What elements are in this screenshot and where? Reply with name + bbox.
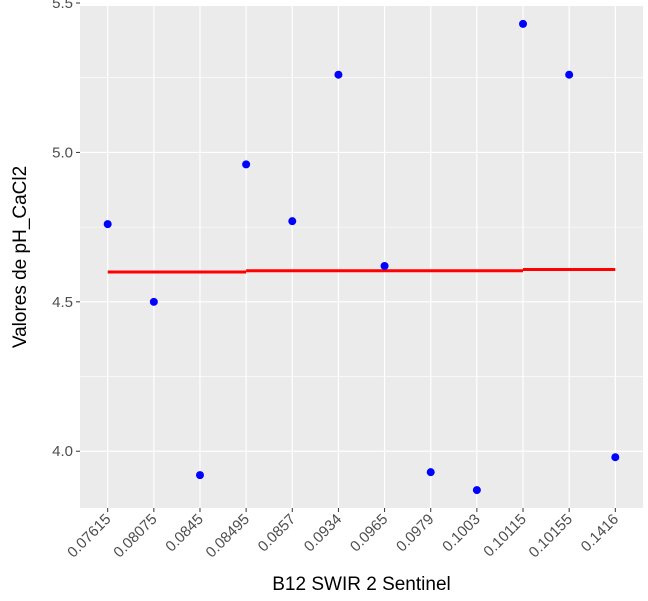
x-tick-label: 0.1416 — [578, 511, 622, 555]
x-tick-label: 0.0845 — [162, 511, 206, 555]
y-axis-title: Valores de pH_CaCl2 — [10, 166, 31, 348]
x-tick-label: 0.08075 — [110, 511, 160, 561]
y-tick-label: 5.0 — [52, 144, 73, 161]
x-tick-label: 0.0934 — [301, 511, 345, 555]
data-point — [103, 220, 112, 229]
x-tick-label: 0.08495 — [203, 511, 253, 561]
data-point — [472, 486, 481, 495]
x-tick-label: 0.0965 — [347, 511, 391, 555]
y-tick-label: 5.5 — [52, 0, 73, 12]
x-tick-label: 0.10115 — [480, 511, 530, 561]
data-point — [288, 217, 297, 226]
y-axis-ticks: 4.0 4.5 5.0 5.5 — [52, 0, 80, 460]
y-tick-label: 4.0 — [52, 443, 73, 460]
plot-panel — [80, 6, 643, 508]
y-tick-label: 4.5 — [52, 294, 73, 311]
data-point — [565, 70, 574, 79]
data-point — [380, 261, 389, 270]
data-point — [611, 453, 620, 462]
data-point — [149, 297, 158, 306]
x-tick-label: 0.07615 — [64, 511, 114, 561]
x-tick-label: 0.0979 — [393, 511, 437, 555]
data-point — [426, 468, 435, 477]
x-tick-label: 0.1003 — [439, 511, 483, 555]
x-tick-label: 0.0857 — [255, 511, 299, 555]
data-point — [334, 70, 343, 79]
major-gridlines — [80, 2, 643, 508]
x-axis-title: B12 SWIR 2 Sentinel — [272, 574, 450, 595]
trend-line — [107, 268, 616, 274]
minor-gridlines — [80, 77, 643, 377]
data-point — [195, 471, 204, 480]
data-points — [103, 19, 620, 495]
x-tick-label: 0.10155 — [526, 511, 576, 561]
data-point — [242, 160, 251, 169]
data-point — [519, 19, 528, 28]
